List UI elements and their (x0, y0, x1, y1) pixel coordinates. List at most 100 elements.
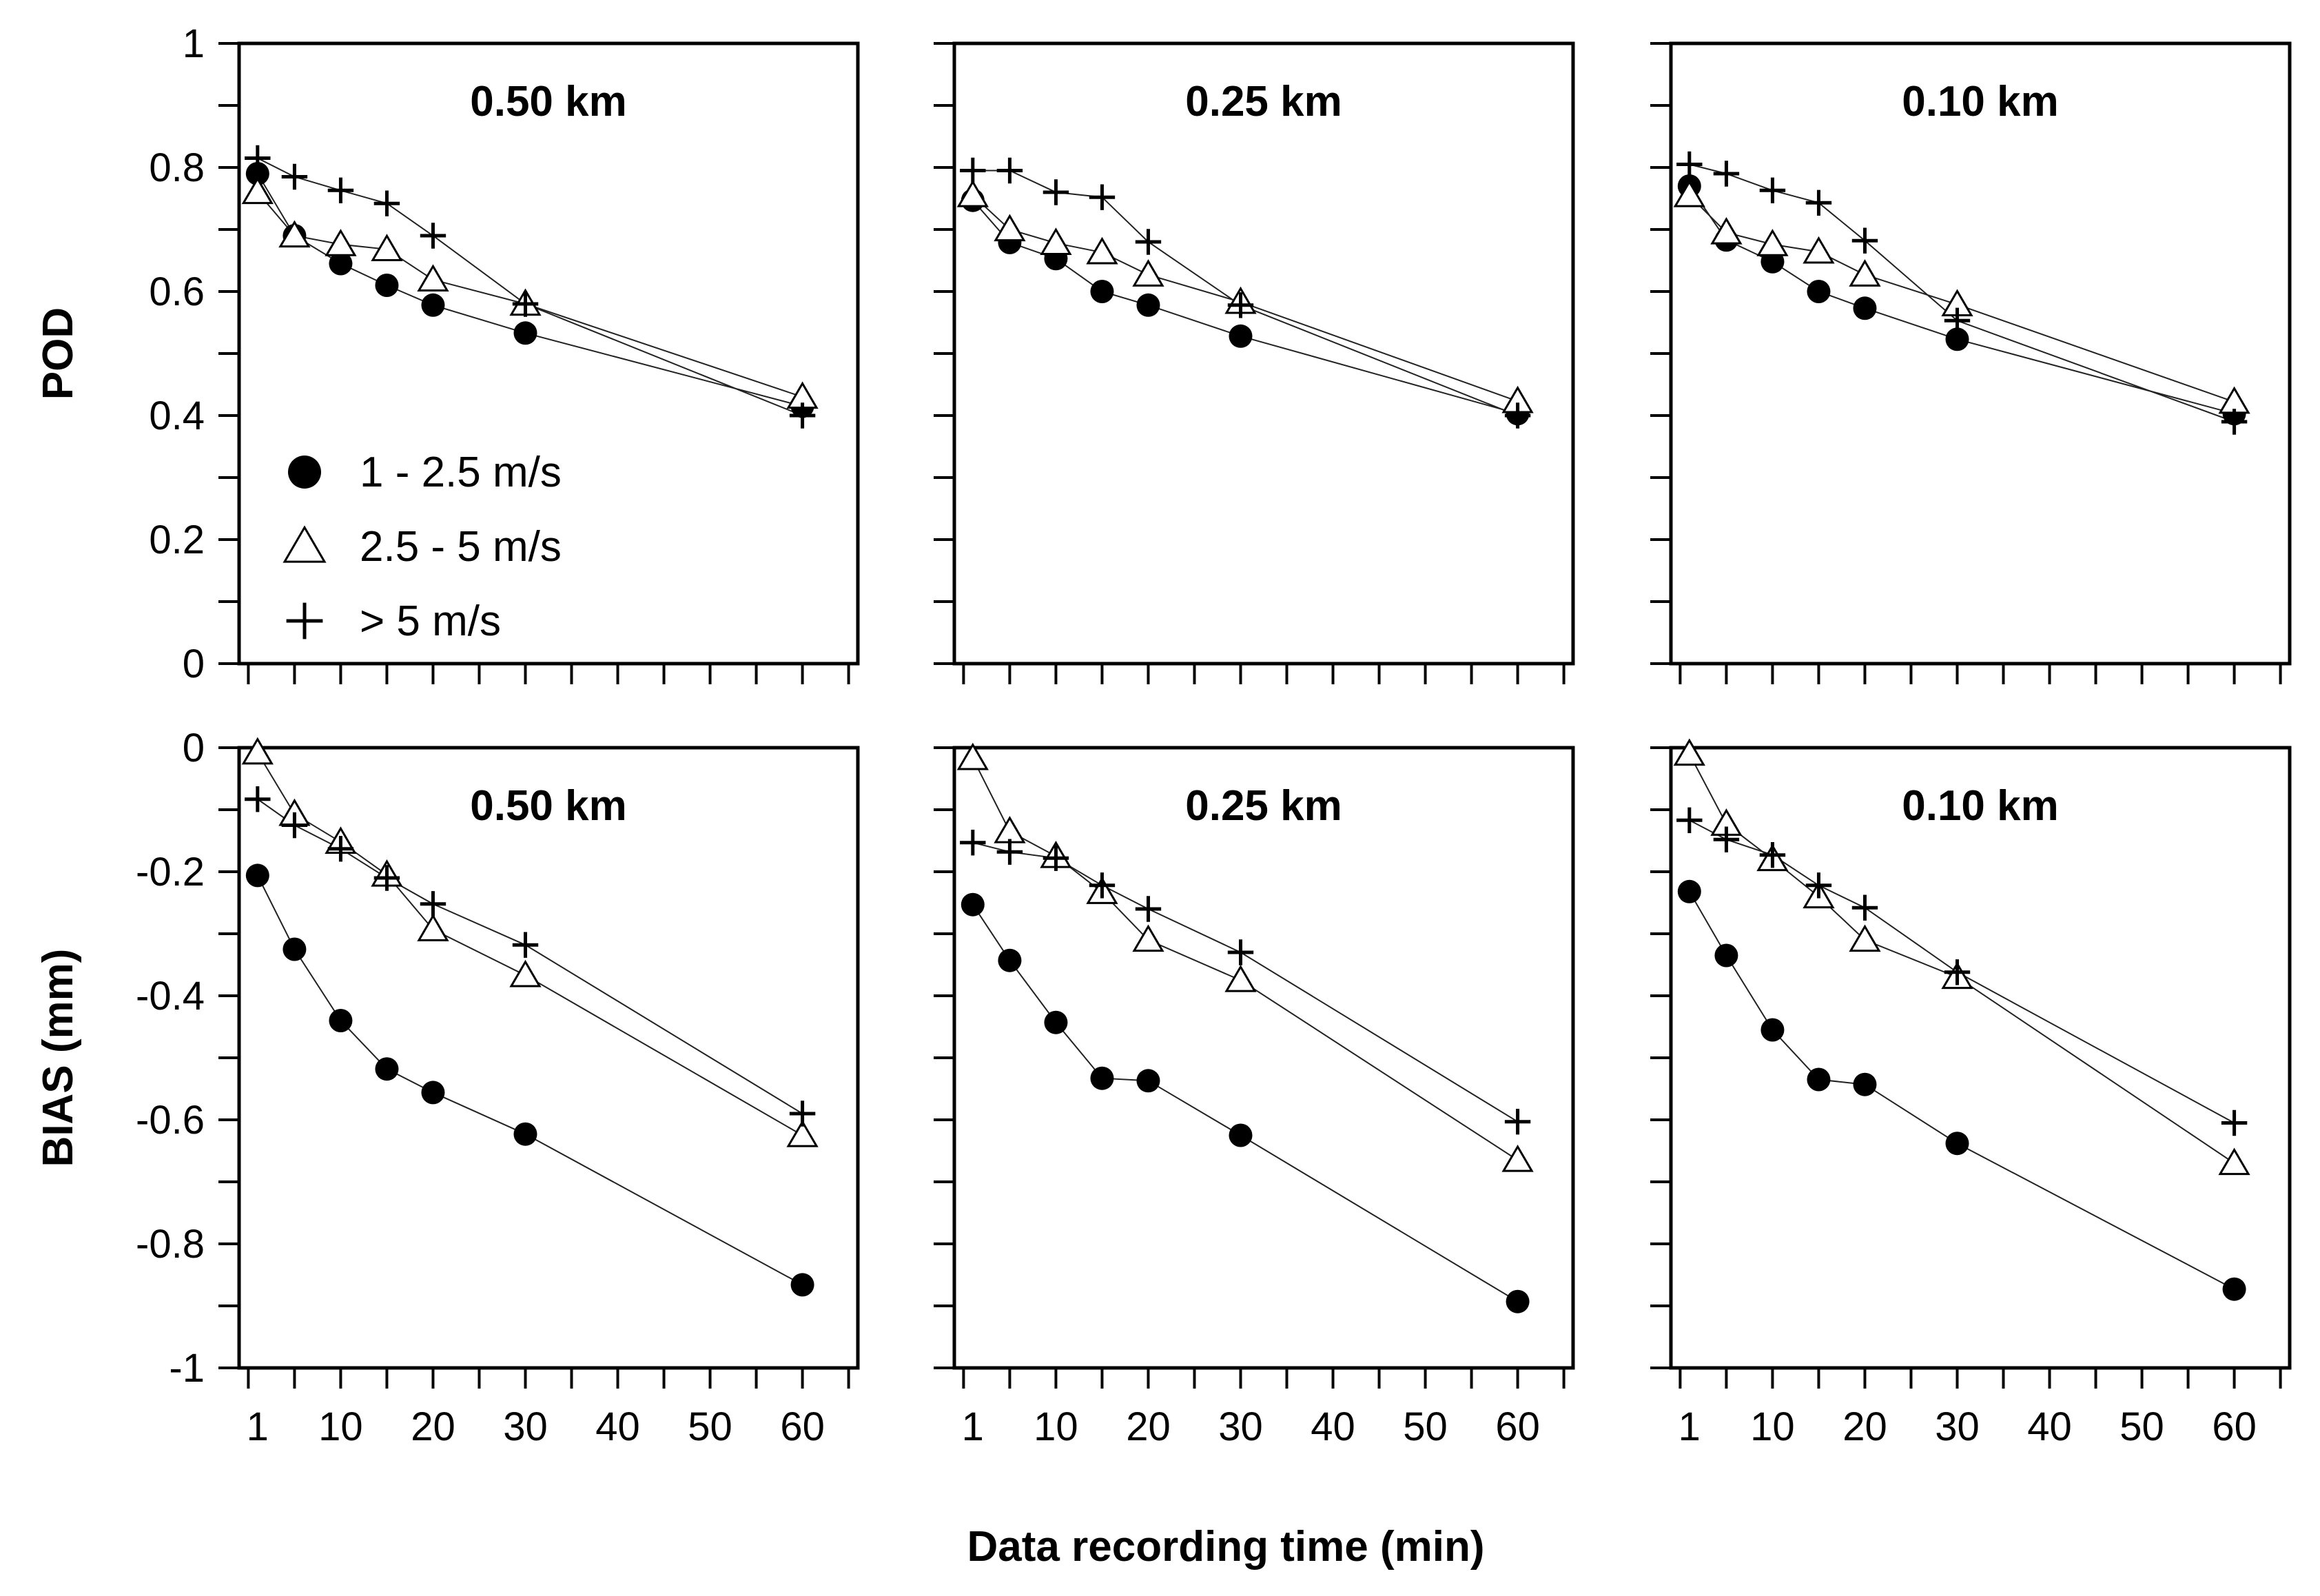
data-point-s2 (1803, 236, 1835, 264)
data-point-s2 (1040, 227, 1072, 255)
legend-marker-s2 (283, 525, 327, 563)
data-point-s2 (1849, 259, 1881, 287)
legend-label-s3: > 5 m/s (360, 597, 501, 645)
data-point-s2 (1673, 738, 1705, 766)
data-point-s1 (1760, 1018, 1785, 1042)
data-point-s1 (1044, 1010, 1068, 1034)
data-point-s1 (1807, 1067, 1831, 1092)
y-tick-label: -0.2 (136, 850, 205, 894)
data-point-s3 (1805, 190, 1832, 216)
data-point-s1 (1506, 1289, 1530, 1313)
x-tick-label: 20 (411, 1404, 455, 1449)
x-axis-title: Data recording time (min) (967, 1523, 1485, 1571)
y-tick-label: 0 (183, 642, 205, 686)
x-tick-label: 60 (1495, 1404, 1540, 1449)
data-point-s3 (1089, 184, 1116, 210)
data-point-s3 (960, 157, 986, 184)
data-point-s1 (790, 1273, 814, 1297)
legend: 1 - 2.5 m/s 2.5 - 5 m/s > 5 m/s (283, 449, 562, 645)
data-point-s3 (327, 177, 354, 203)
data-point-s2 (2218, 1147, 2250, 1176)
y-tick-label: -0.6 (136, 1098, 205, 1143)
data-point-s1 (1229, 324, 1253, 348)
x-tick-label: 60 (2212, 1404, 2257, 1449)
data-point-s2 (241, 176, 274, 205)
data-point-s1 (283, 937, 307, 961)
data-point-s3 (1676, 807, 1703, 833)
data-point-s3 (1043, 845, 1069, 871)
panel-title: 0.25 km (1185, 782, 1342, 830)
data-point-s2 (278, 220, 311, 248)
data-point-s3 (1227, 292, 1254, 318)
legend-label-s2: 2.5 - 5 m/s (360, 523, 562, 571)
data-point-s3 (1851, 227, 1878, 254)
data-point-s3 (1944, 959, 1971, 985)
data-point-s3 (420, 891, 446, 917)
x-tick-label: 1 (962, 1404, 984, 1449)
data-point-s3 (1851, 894, 1878, 921)
data-point-s2 (1756, 229, 1789, 256)
data-point-s2 (956, 179, 989, 207)
legend-marker-s1 (288, 456, 321, 489)
data-point-s1 (1853, 296, 1877, 320)
y-tick-label: 0.8 (149, 145, 205, 190)
data-point-s1 (513, 1122, 537, 1146)
data-point-s1 (421, 1081, 445, 1105)
panel-4: 0 -0.2 -0.4 -0.6 -0.8 -1 1 10 20 30 40 50 60 0.50 km B… (34, 726, 860, 1449)
data-point-s2 (1710, 216, 1743, 245)
x-tick-label: 40 (595, 1404, 640, 1449)
data-point-s1 (1229, 1123, 1253, 1147)
panel-2: 0.25 km (934, 41, 1575, 684)
data-point-s2 (994, 214, 1026, 242)
panel-title: 0.10 km (1902, 782, 2059, 830)
data-point-s3 (960, 830, 986, 856)
data-point-s1 (329, 1009, 353, 1032)
data-point-s3 (245, 786, 271, 812)
data-point-s3 (1135, 229, 1162, 255)
data-point-s1 (1136, 1069, 1160, 1093)
data-point-s3 (1713, 826, 1740, 852)
panel-title: 0.50 km (470, 78, 627, 125)
data-point-s3 (1227, 939, 1254, 965)
data-point-s1 (961, 892, 985, 917)
data-point-s3 (1759, 842, 1786, 868)
data-point-s2 (1673, 179, 1705, 207)
data-point-s3 (1135, 896, 1162, 922)
data-point-s2 (241, 737, 274, 765)
data-point-s3 (245, 145, 271, 172)
data-point-s2 (1132, 259, 1164, 287)
data-point-s2 (1501, 1144, 1534, 1172)
x-tick-label: 10 (318, 1404, 363, 1449)
y-tick-label: 0.4 (149, 393, 205, 438)
data-point-s2 (786, 1119, 819, 1147)
data-point-s3 (281, 812, 308, 839)
data-point-s1 (1714, 943, 1738, 968)
data-point-s3 (2221, 1109, 2248, 1136)
x-tick-label: 1 (247, 1404, 269, 1449)
data-point-s1 (1090, 280, 1114, 303)
y-tick-label: 0.6 (149, 269, 205, 314)
data-point-s3 (1759, 177, 1786, 203)
data-point-s3 (281, 163, 308, 190)
x-tick-label: 50 (2119, 1404, 2164, 1449)
data-point-s2 (417, 264, 449, 292)
panel-title: 0.50 km (470, 782, 627, 830)
data-point-s2 (325, 229, 357, 256)
x-tick-label: 30 (1935, 1404, 1980, 1449)
data-point-s2 (1132, 924, 1164, 952)
panel-1: 0 0.2 0.4 0.6 0.8 1 0.50 km POD 1 - 2.5 m/s 2.5 -… (34, 21, 860, 686)
panels: 0 0.2 0.4 0.6 0.8 1 0.50 km POD 1 - 2.5 m/s 2.5 -… (34, 21, 2292, 1449)
data-point-s3 (789, 1101, 816, 1127)
panel-3: 0.10 km (1650, 41, 2292, 684)
data-point-s3 (1089, 872, 1116, 899)
y-axis-title: BIAS (mm) (34, 949, 82, 1167)
data-point-s3 (512, 291, 539, 317)
x-tick-label: 30 (1218, 1404, 1263, 1449)
x-tick-label: 60 (780, 1404, 825, 1449)
data-point-s3 (327, 836, 354, 862)
y-tick-label: 0 (183, 726, 205, 770)
data-point-s1 (421, 293, 445, 317)
data-point-s2 (956, 742, 989, 770)
y-tick-label: -0.8 (136, 1222, 205, 1267)
